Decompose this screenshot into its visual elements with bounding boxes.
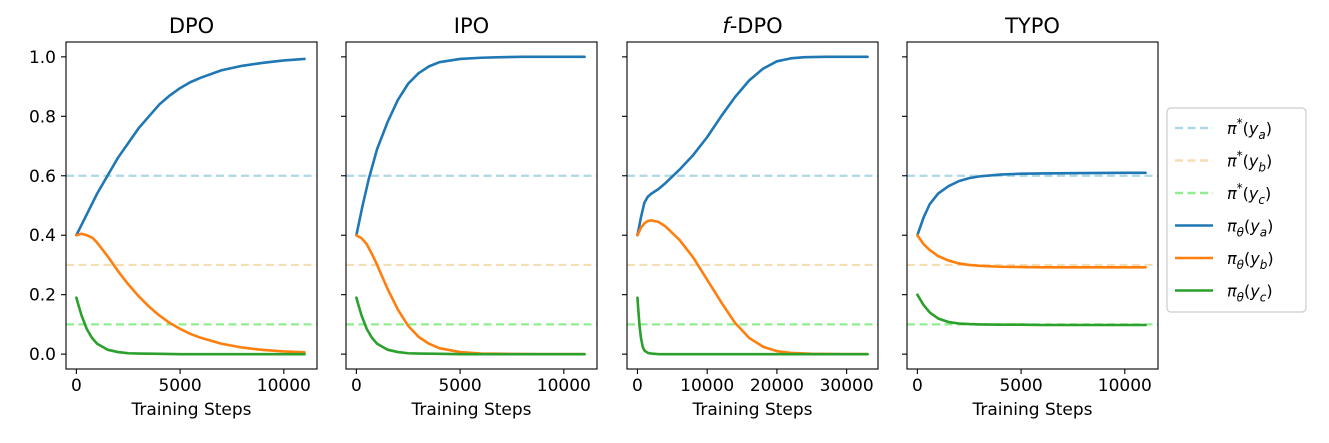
y-tick-label: 0.2 (29, 286, 56, 306)
series-line (916, 171, 1147, 237)
legend-label: πθ(yc) (1227, 282, 1273, 305)
series-line (636, 219, 869, 356)
panel-title: IPO (454, 14, 489, 38)
series-line (636, 55, 869, 237)
axes-frame (65, 41, 318, 370)
legend-entry: π*(ya) (1175, 116, 1272, 142)
series-line (916, 233, 1147, 269)
y-tick-label: 1.0 (29, 48, 56, 68)
x-axis-label: Training Steps (691, 400, 812, 420)
x-tick-label: 30000 (820, 376, 874, 396)
legend-label: π*(yb) (1227, 149, 1272, 175)
x-axis-label: Training Steps (410, 400, 531, 420)
panel-title: DPO (169, 14, 214, 38)
panel-4: TYPO 0 5000 10000 Training Steps (902, 14, 1159, 420)
series-line (75, 232, 306, 354)
panel-1: DPO 0 5000 10000 0.0 0.2 0.4 0.6 0.8 1.0 Training … (29, 14, 318, 420)
x-tick-label: 5000 (999, 376, 1042, 396)
x-tick-label: 20000 (750, 376, 804, 396)
legend-label: πθ(yb) (1227, 249, 1274, 272)
x-tick-label: 0 (71, 376, 82, 396)
x-tick-label: 5000 (438, 376, 481, 396)
x-axis-label: Training Steps (130, 400, 251, 420)
x-tick-label: 10000 (680, 376, 734, 396)
y-tick-label: 0.4 (29, 226, 56, 246)
series-line (75, 57, 306, 237)
legend-entry: πθ(yc) (1175, 282, 1273, 305)
legend-label: πθ(ya) (1227, 217, 1273, 240)
x-tick-label: 10000 (1098, 376, 1152, 396)
legend: π*(ya) π*(yb) π*(yc) πθ(ya) πθ(yb) πθ(yc) (1166, 107, 1307, 313)
x-tick-label: 0 (351, 376, 362, 396)
x-tick-label: 0 (632, 376, 643, 396)
x-tick-label: 10000 (537, 376, 591, 396)
legend-entry: πθ(yb) (1175, 249, 1274, 272)
legend-entry: πθ(ya) (1175, 217, 1273, 240)
series-line (355, 55, 586, 237)
y-tick-label: 0.8 (29, 107, 56, 127)
panel-title: TYPO (1004, 14, 1060, 38)
series-line (636, 296, 869, 356)
axes-frame (345, 41, 598, 370)
x-tick-label: 0 (912, 376, 923, 396)
x-tick-label: 5000 (158, 376, 201, 396)
legend-entry: π*(yc) (1175, 181, 1271, 207)
legend-label: π*(yc) (1227, 181, 1271, 207)
x-tick-label: 10000 (257, 376, 311, 396)
legend-entry: π*(yb) (1175, 149, 1272, 175)
x-axis-label: Training Steps (971, 400, 1092, 420)
panel-3: f-DPO 0 10000 20000 30000 Training Steps (622, 14, 879, 420)
legend-box (1166, 107, 1307, 313)
series-line (355, 233, 586, 356)
series-line (355, 296, 586, 356)
panel-2: IPO 0 5000 10000 Training Steps (341, 14, 598, 420)
y-tick-label: 0.6 (29, 167, 56, 187)
axes-frame (626, 41, 879, 370)
y-tick-label: 0.0 (29, 345, 56, 365)
series-line (75, 296, 306, 356)
panel-title: f-DPO (722, 14, 782, 38)
axes-frame (906, 41, 1159, 370)
legend-label: π*(ya) (1227, 116, 1272, 142)
series-line (916, 293, 1147, 327)
